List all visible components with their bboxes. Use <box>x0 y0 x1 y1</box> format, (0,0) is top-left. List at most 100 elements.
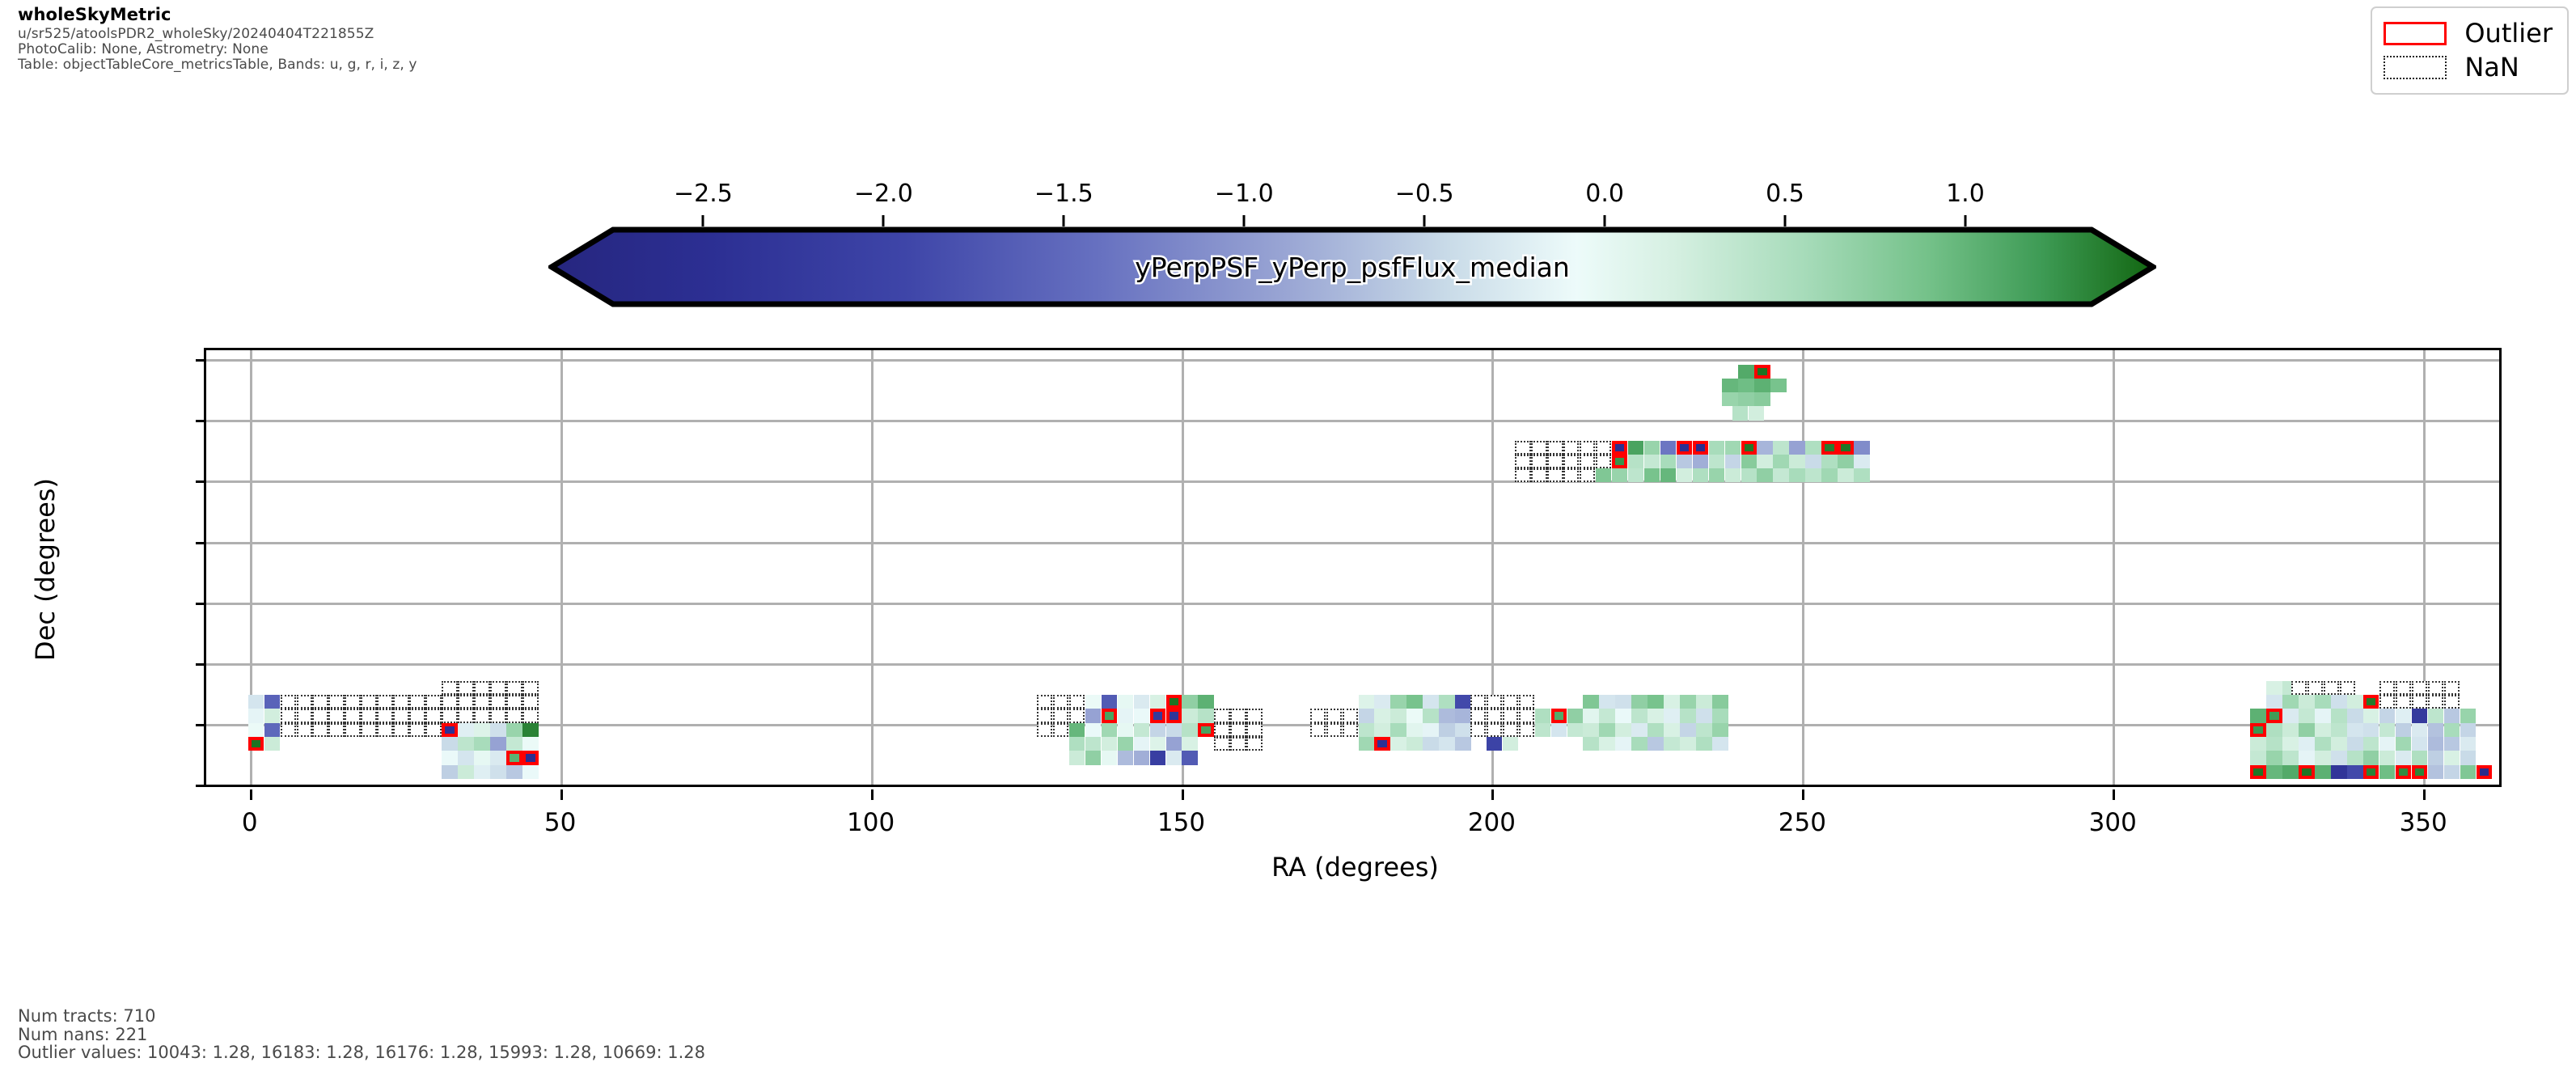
data-cell[interactable] <box>2411 737 2428 751</box>
data-cell[interactable] <box>1406 722 1423 738</box>
data-cell[interactable] <box>1773 468 1790 483</box>
data-cell[interactable] <box>1789 440 1805 455</box>
nan-cell[interactable] <box>1326 722 1343 738</box>
nan-cell[interactable] <box>2307 680 2324 696</box>
data-cell[interactable] <box>1696 695 1712 709</box>
data-cell[interactable] <box>1821 468 1838 483</box>
data-cell[interactable] <box>247 695 264 709</box>
nan-cell[interactable] <box>345 695 361 709</box>
data-cell[interactable] <box>1722 392 1739 407</box>
nan-cell[interactable] <box>1502 695 1519 709</box>
data-cell[interactable] <box>2330 722 2347 738</box>
data-cell[interactable] <box>1738 364 1755 379</box>
data-cell[interactable] <box>1358 722 1375 738</box>
nan-cell[interactable] <box>1515 468 1531 483</box>
data-cell[interactable] <box>1165 737 1182 751</box>
data-cell[interactable] <box>1789 454 1805 469</box>
outlier-cell[interactable] <box>2395 764 2412 779</box>
nan-cell[interactable] <box>490 680 506 696</box>
nan-cell[interactable] <box>280 722 297 738</box>
data-cell[interactable] <box>2330 737 2347 751</box>
nan-cell[interactable] <box>1230 709 1246 723</box>
data-cell[interactable] <box>1615 737 1631 751</box>
nan-cell[interactable] <box>1470 709 1487 723</box>
nan-cell[interactable] <box>1470 695 1487 709</box>
data-cell[interactable] <box>2330 709 2347 723</box>
data-cell[interactable] <box>1712 737 1728 751</box>
data-cell[interactable] <box>1085 751 1102 765</box>
data-cell[interactable] <box>1631 737 1648 751</box>
data-cell[interactable] <box>1757 468 1774 483</box>
nan-cell[interactable] <box>1502 722 1519 738</box>
data-cell[interactable] <box>1182 695 1199 709</box>
nan-cell[interactable] <box>1342 709 1359 723</box>
nan-cell[interactable] <box>1530 468 1547 483</box>
outlier-cell[interactable] <box>2362 764 2379 779</box>
data-cell[interactable] <box>522 764 539 779</box>
data-cell[interactable] <box>2460 709 2477 723</box>
data-cell[interactable] <box>1101 695 1118 709</box>
nan-cell[interactable] <box>1530 440 1547 455</box>
nan-cell[interactable] <box>1309 722 1326 738</box>
data-cell[interactable] <box>2330 751 2347 765</box>
nan-cell[interactable] <box>312 695 329 709</box>
nan-cell[interactable] <box>1486 709 1503 723</box>
data-cell[interactable] <box>1583 737 1600 751</box>
data-cell[interactable] <box>2411 722 2428 738</box>
data-cell[interactable] <box>1676 454 1693 469</box>
data-cell[interactable] <box>1439 695 1455 709</box>
data-cell[interactable] <box>2460 751 2477 765</box>
data-cell[interactable] <box>1068 722 1085 738</box>
data-cell[interactable] <box>2282 751 2299 765</box>
outlier-cell[interactable] <box>1101 709 1118 723</box>
data-cell[interactable] <box>1648 722 1664 738</box>
data-cell[interactable] <box>442 751 458 765</box>
nan-cell[interactable] <box>345 709 361 723</box>
data-cell[interactable] <box>1583 709 1600 723</box>
data-cell[interactable] <box>1149 695 1166 709</box>
data-cell[interactable] <box>264 695 281 709</box>
data-cell[interactable] <box>1748 406 1765 421</box>
nan-cell[interactable] <box>522 709 539 723</box>
nan-cell[interactable] <box>506 709 522 723</box>
data-cell[interactable] <box>2427 737 2444 751</box>
data-cell[interactable] <box>2282 764 2299 779</box>
data-cell[interactable] <box>442 764 458 779</box>
data-cell[interactable] <box>1692 454 1709 469</box>
data-cell[interactable] <box>2443 709 2460 723</box>
data-cell[interactable] <box>1741 468 1758 483</box>
nan-cell[interactable] <box>1230 737 1246 751</box>
data-cell[interactable] <box>2266 722 2282 738</box>
data-cell[interactable] <box>1455 722 1471 738</box>
nan-cell[interactable] <box>1518 695 1535 709</box>
data-cell[interactable] <box>2427 722 2444 738</box>
nan-cell[interactable] <box>1309 709 1326 723</box>
data-cell[interactable] <box>1117 695 1134 709</box>
nan-cell[interactable] <box>1486 695 1503 709</box>
nan-cell[interactable] <box>1036 709 1053 723</box>
data-cell[interactable] <box>1583 695 1600 709</box>
data-cell[interactable] <box>490 764 506 779</box>
data-cell[interactable] <box>1374 722 1391 738</box>
nan-cell[interactable] <box>1518 709 1535 723</box>
nan-cell[interactable] <box>2323 680 2340 696</box>
nan-cell[interactable] <box>442 695 458 709</box>
nan-cell[interactable] <box>1052 695 1069 709</box>
nan-cell[interactable] <box>458 695 474 709</box>
data-cell[interactable] <box>1117 737 1134 751</box>
data-cell[interactable] <box>522 737 539 751</box>
outlier-cell[interactable] <box>2299 764 2315 779</box>
nan-cell[interactable] <box>1214 722 1230 738</box>
nan-cell[interactable] <box>1518 722 1535 738</box>
nan-cell[interactable] <box>1579 454 1596 469</box>
data-cell[interactable] <box>1664 709 1680 723</box>
nan-cell[interactable] <box>1052 709 1069 723</box>
data-cell[interactable] <box>2411 709 2428 723</box>
data-cell[interactable] <box>2299 722 2315 738</box>
outlier-cell[interactable] <box>1741 440 1758 455</box>
nan-cell[interactable] <box>1214 737 1230 751</box>
data-cell[interactable] <box>1534 722 1551 738</box>
data-cell[interactable] <box>474 764 490 779</box>
data-cell[interactable] <box>1133 709 1150 723</box>
data-cell[interactable] <box>264 709 281 723</box>
